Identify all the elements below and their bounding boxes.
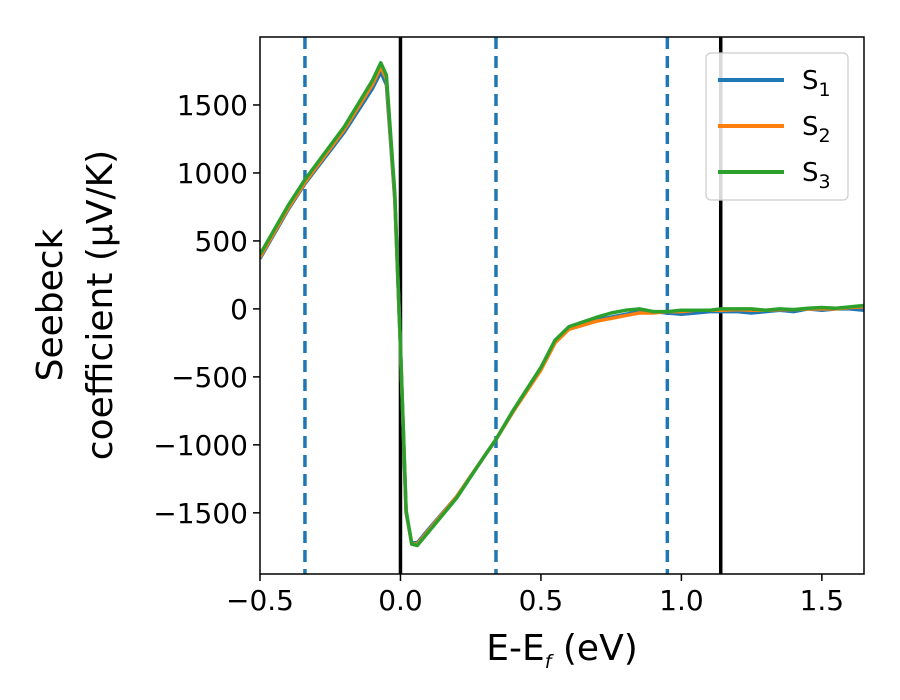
legend-label-s2: S2 xyxy=(802,112,831,147)
axes-frame xyxy=(259,36,865,575)
y-tick-label: −500 xyxy=(171,361,248,394)
y-axis-label: Seebeck coefficient (μV/K) xyxy=(30,150,121,460)
y-tick-label: 1500 xyxy=(177,89,248,122)
x-axis-label: E-Ef (eV) xyxy=(486,628,638,673)
y-tick-label: −1500 xyxy=(153,497,248,530)
y-axis-label-line1: Seebeck xyxy=(30,228,71,381)
x-tick-label: 1.0 xyxy=(659,584,704,617)
y-tick-label: 0 xyxy=(230,293,248,326)
y-tick-label: −1000 xyxy=(153,429,248,462)
y-tick-label: 500 xyxy=(195,225,248,258)
x-tick-label: 1.5 xyxy=(800,584,845,617)
y-tick-label: 1000 xyxy=(177,157,248,190)
y-axis-label-line2: coefficient (μV/K) xyxy=(80,150,121,460)
x-tick-label: 0.0 xyxy=(378,584,423,617)
legend: S1 S2 S3 xyxy=(705,52,849,201)
legend-label-s3: S3 xyxy=(802,158,831,193)
legend-label-s1: S1 xyxy=(802,66,831,101)
plot-area xyxy=(260,37,864,574)
series-line-s3 xyxy=(260,61,864,548)
plot-content xyxy=(260,37,864,574)
x-tick-label: 0.5 xyxy=(519,584,564,617)
axis-ticks: −0.5 0.0 0.5 1.0 1.5 1500 1000 500 0 −500 −1000 −15… xyxy=(153,89,844,617)
x-tick-label: −0.5 xyxy=(226,584,294,617)
